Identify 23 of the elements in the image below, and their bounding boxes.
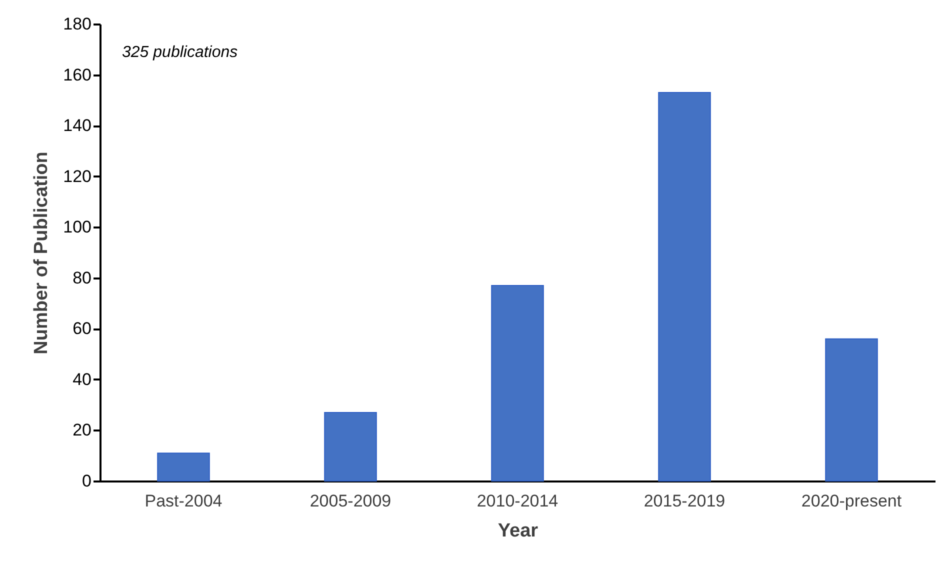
y-tick-label: 80 <box>72 268 92 288</box>
bar <box>157 452 210 482</box>
x-axis-title: Year <box>498 520 539 542</box>
y-tick-label: 160 <box>63 65 92 84</box>
y-tick-label: 0 <box>82 472 92 490</box>
y-tick-label: 120 <box>63 166 92 186</box>
x-tick-label: 2005-2009 <box>310 492 392 510</box>
x-tick-label: 2010-2014 <box>476 492 558 510</box>
y-tick-label: 20 <box>72 420 92 440</box>
annotation: 325 publications <box>122 44 238 61</box>
x-tick-label: 2015-2019 <box>644 492 726 510</box>
y-tick-label: 180 <box>63 14 92 34</box>
bar <box>491 285 544 482</box>
y-tick-label: 40 <box>72 370 92 389</box>
y-tick-label: 60 <box>72 319 92 338</box>
bar <box>658 92 711 482</box>
bar <box>825 338 878 482</box>
x-tick-label: 2020-present <box>801 492 902 510</box>
x-tick-label: Past-2004 <box>144 492 222 510</box>
y-axis-title: Number of Publication <box>31 152 52 354</box>
y-tick-label: 100 <box>63 218 92 237</box>
y-tick-label: 140 <box>63 116 92 136</box>
bar <box>324 412 377 482</box>
